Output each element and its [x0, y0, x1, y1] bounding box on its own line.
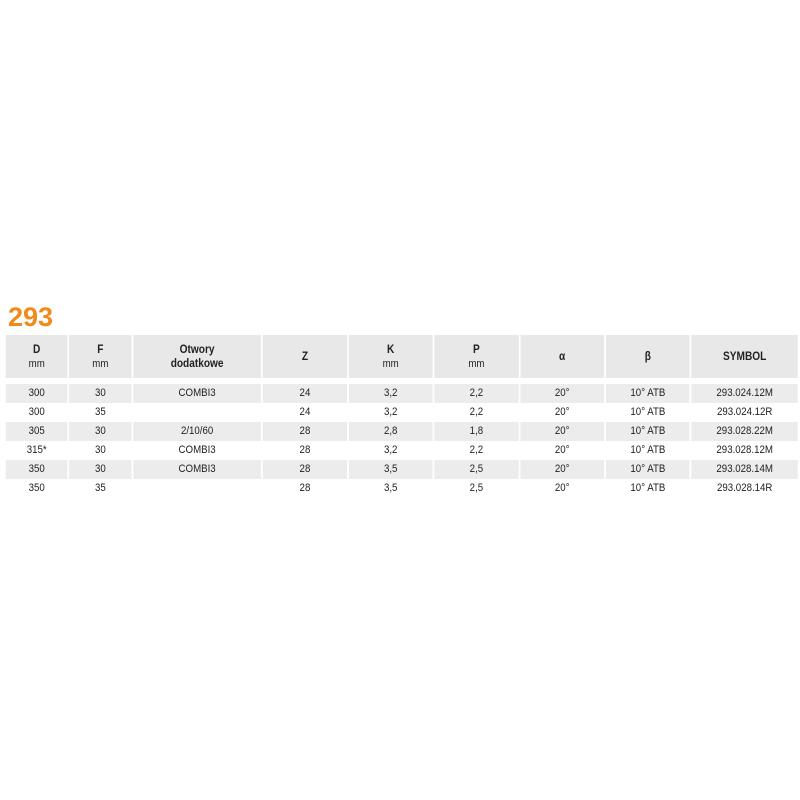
spacer-cell: [262, 378, 347, 384]
table-cell: 293.028.14R: [716, 482, 773, 494]
table-cell: 1,8: [434, 422, 519, 441]
table-cell: 20°: [554, 444, 570, 456]
table-cell: 10° ATB: [630, 406, 666, 418]
table-row: 300 30 COMBI3 24 3,2 2,2 20° 10° ATB 293.024.12M: [5, 384, 798, 403]
table-cell: 20°: [520, 460, 605, 479]
table-cell: 293.028.22M: [691, 422, 798, 441]
table-cell: 2,5: [469, 482, 484, 494]
spacer-cell: [348, 378, 433, 384]
table-cell: 28: [299, 444, 311, 456]
column-header: SYMBOL: [691, 335, 798, 378]
table-cell: 10° ATB: [630, 482, 666, 494]
column-header-label: SYMBOL: [723, 350, 767, 363]
table-cell: 3,2: [383, 444, 398, 456]
table-cell: 20°: [520, 422, 605, 441]
table-cell: 20°: [554, 406, 570, 418]
table-cell: 30: [94, 444, 106, 456]
table-cell: 10° ATB: [605, 460, 690, 479]
table-cell: COMBI3: [133, 460, 262, 479]
table-row: 350 35 28 3,5 2,5 20° 10° ATB 293.028.14R: [6, 479, 798, 498]
table-cell: COMBI3: [133, 384, 262, 403]
table-cell: 293.028.12M: [716, 444, 773, 456]
table-cell: 24: [262, 384, 347, 403]
column-header-label: α: [559, 350, 566, 363]
table-cell: 28: [262, 422, 347, 441]
spacer-cell: [691, 378, 798, 384]
spacer-cell: [520, 378, 605, 384]
column-header-label: F: [97, 343, 104, 356]
product-number-title: 293: [8, 302, 54, 332]
table-cell: 300: [28, 406, 45, 418]
table-cell: 3,5: [383, 482, 398, 494]
column-header-label: D: [33, 343, 41, 356]
table-cell: 30: [69, 384, 132, 403]
table-cell: COMBI3: [178, 444, 216, 456]
table-cell: 10° ATB: [605, 384, 690, 403]
table-cell: 3,5: [348, 460, 433, 479]
table-cell: 3,2: [383, 406, 398, 418]
column-header-unit: mm: [28, 357, 45, 370]
table-cell: 2,2: [434, 384, 519, 403]
table-cell: 315*: [26, 444, 47, 456]
table-row: 315* 30 COMBI3 28 3,2 2,2 20° 10° ATB 293.028.12…: [6, 441, 798, 460]
table-row: 350 30 COMBI3 28 3,5 2,5 20° 10° ATB 293.028.14M: [5, 460, 798, 479]
table-cell: 20°: [554, 482, 570, 494]
table-cell: 2/10/60: [133, 422, 262, 441]
column-header-label: P: [473, 343, 480, 356]
table-cell: 2,8: [348, 422, 433, 441]
column-header: Otwory dodatkowe: [133, 335, 262, 378]
spacer-row: [5, 378, 798, 384]
table-cell: 293.024.12M: [691, 384, 798, 403]
table-cell: 30: [69, 422, 132, 441]
table-cell: 2,5: [434, 460, 519, 479]
column-header: α: [520, 335, 605, 378]
table-cell: 3,2: [348, 384, 433, 403]
table-cell: 35: [94, 482, 106, 494]
column-header-unit: mm: [468, 357, 485, 370]
spacer-cell: [434, 378, 519, 384]
table-row: 305 30 2/10/60 28 2,8 1,8 20° 10° ATB 293.028.22…: [5, 422, 798, 441]
table-cell: 2,2: [469, 406, 484, 418]
table-cell: 24: [299, 406, 311, 418]
column-header: Z: [262, 335, 347, 378]
column-header-label: β: [644, 350, 651, 363]
table-cell: 35: [94, 406, 106, 418]
column-header-label: K: [387, 343, 395, 356]
spacer-cell: [133, 378, 262, 384]
column-header: β: [605, 335, 690, 378]
table-cell: 350: [28, 482, 45, 494]
table-cell: 2,2: [469, 444, 484, 456]
column-header-unit: mm: [382, 357, 399, 370]
column-header-label: Z: [301, 350, 309, 363]
table-cell: 305: [5, 422, 68, 441]
table-cell: 10° ATB: [605, 422, 690, 441]
table-cell: 10° ATB: [630, 444, 666, 456]
table-cell: 300: [5, 384, 68, 403]
table-cell: 20°: [520, 384, 605, 403]
column-header-label: Otwory dodatkowe: [170, 343, 224, 370]
table-cell: 350: [5, 460, 68, 479]
table-cell: 30: [69, 460, 132, 479]
spacer-cell: [5, 378, 68, 384]
table-cell: [133, 479, 261, 498]
spacer-cell: [69, 378, 132, 384]
table-cell: [133, 403, 261, 422]
table-cell: 28: [299, 482, 311, 494]
spacer-cell: [605, 378, 690, 384]
column-header-unit: mm: [92, 357, 109, 370]
table-cell: 28: [262, 460, 347, 479]
table-row: 300 35 24 3,2 2,2 20° 10° ATB 293.024.12R: [6, 403, 798, 422]
table-cell: 293.028.14M: [691, 460, 798, 479]
table-cell: 293.024.12R: [716, 406, 773, 418]
